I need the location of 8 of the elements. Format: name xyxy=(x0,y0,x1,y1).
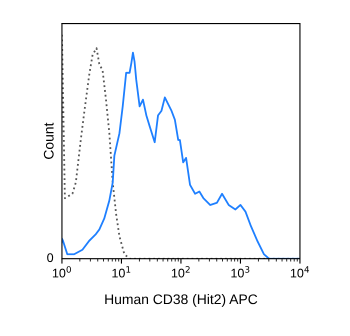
x-tick-label: 10$^{3}$ xyxy=(231,266,250,278)
text: 0 xyxy=(47,253,54,262)
x-tick-label: 10$^{0}$ xyxy=(52,266,71,278)
x-tick-label: 10$^{4}$ xyxy=(290,266,310,278)
x-axis-title: Human CD38 (Hit2) APC xyxy=(105,294,258,307)
x-tick-label: 10$^{2}$ xyxy=(172,266,190,278)
y-axis-title: Count xyxy=(44,122,54,159)
x-tick-label: 10$^{1}$ xyxy=(112,266,130,278)
